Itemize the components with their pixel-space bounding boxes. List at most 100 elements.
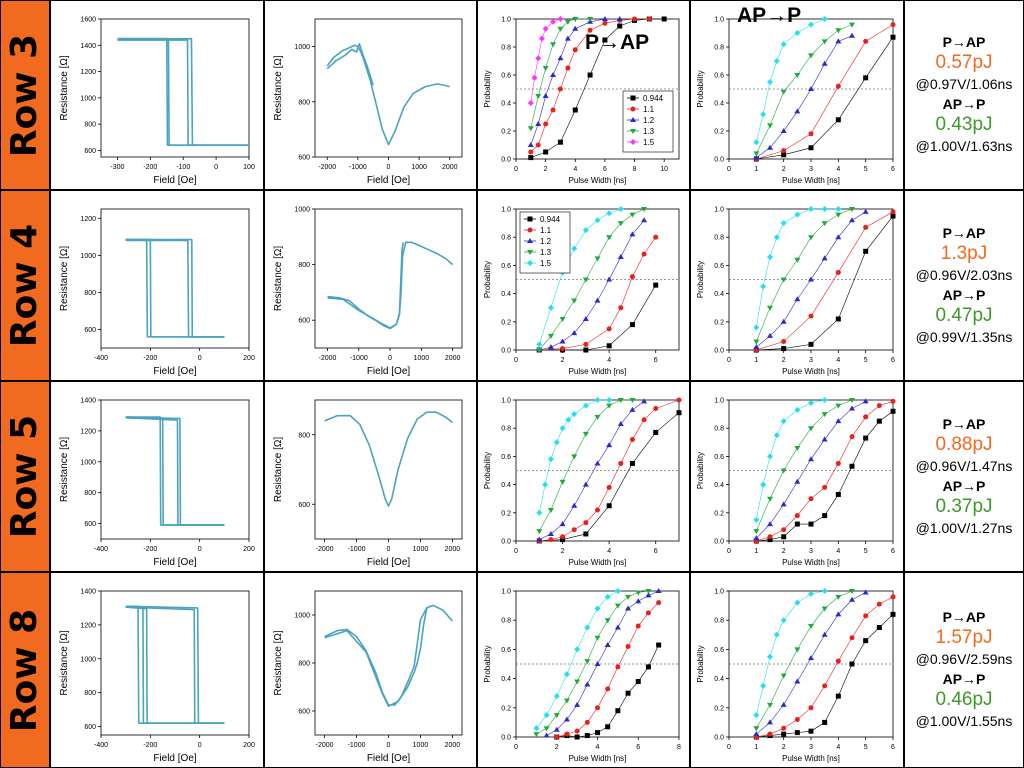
y-tick-label: 1400 [80,589,96,596]
x-tick-label: -1000 [348,546,366,553]
data-point [560,346,566,352]
data-point [835,83,841,89]
data-point [571,245,578,252]
data-point [582,315,589,321]
data-point [527,227,533,233]
series-1.2 [543,588,662,738]
x-tick-label: 1000 [413,546,429,553]
data-point [527,100,534,106]
data-point [808,728,814,734]
data-point [617,420,624,426]
data-point [617,253,624,259]
x-axis-label: Field [Oe] [153,753,197,764]
series-1.5 [753,16,828,146]
x-tick-label: 6 [891,357,895,364]
data-point [574,646,581,653]
y-tick-label: 0.4 [714,482,724,489]
data-point [794,678,801,684]
data-point [653,282,659,288]
series-0.944 [536,410,682,544]
data-point [849,405,855,411]
data-point [821,60,828,66]
y-tick-label: 1.0 [714,589,724,596]
minor-field-chart: -2000 -1000 0 1000 2000 600 800 1000 Field [Oe] R… [265,191,476,380]
x-tick-label: 2 [782,548,786,555]
data-point [606,442,613,448]
row-label: Row 3 [4,33,46,157]
y-tick-label: 0.6 [501,647,511,654]
chart-svg: 0 2 4 6 0.0 0.2 0.4 0.6 0.8 1.0 Pulse Width [ns] Pr… [483,206,680,376]
resistance-curve [324,607,428,707]
data-point [794,647,801,653]
resistance-curve [324,411,453,507]
data-point [780,617,787,624]
y-tick-label: 0.4 [714,291,724,298]
data-point [625,594,632,600]
data-point [547,304,554,311]
data-point [595,507,600,513]
data-point [547,530,554,536]
data-point [821,412,828,418]
data-point [584,681,591,687]
data-point [574,679,581,685]
data-point [821,436,828,442]
y-tick-label: 600 [298,318,310,325]
data-point [646,16,652,22]
p-to-ap-condition: @0.96V/2.59ns [915,651,1013,667]
data-point [557,26,564,32]
p-to-ap-energy: 1.57pJ [935,627,993,648]
x-tick-label: 0 [514,744,518,751]
ap-to-p-energy: 0.37pJ [935,495,993,517]
p-to-ap-probability-chart: 0 2 4 6 8 0.0 0.2 0.4 0.6 0.8 1.0 Pulse Width [ns] P… [478,573,689,767]
data-point [890,213,896,219]
chart-svg: 0 1 2 3 4 5 6 0.0 0.2 0.4 0.6 0.8 1.0 Pulse Width [ns… [696,206,896,376]
minor-field-chart: -2000 -1000 0 1000 2000 600 800 1000 Field [Oe] R… [265,1,476,189]
data-point [849,463,855,469]
y-axis-label: Probability [483,70,492,107]
data-point [808,655,814,661]
data-point [849,398,855,403]
series-line [756,208,853,342]
data-point [794,730,800,736]
data-point [553,713,560,719]
series-1.5 [527,16,564,106]
data-point [543,712,550,719]
data-point [595,705,600,711]
data-point [808,145,814,151]
data-point [641,251,647,257]
data-point [641,207,648,212]
data-point [542,25,549,32]
data-point [557,16,564,22]
data-point [543,149,549,155]
data-point [753,712,760,719]
y-tick-label: 0.0 [714,539,724,546]
y-tick-label: 1.0 [714,17,724,24]
data-point [606,326,612,332]
x-tick-label: -400 [94,742,108,749]
data-point [794,73,801,78]
data-point [767,332,773,338]
data-point [821,206,828,212]
data-point [653,429,659,435]
y-tick-label: 0.6 [501,263,511,270]
data-point [557,86,563,92]
x-tick-label: 6 [891,166,895,173]
x-tick-label: 1 [754,357,758,364]
resistance-curve [324,604,454,706]
data-point [760,481,767,488]
x-tick-label: -2000 [318,164,336,171]
x-tick-label: -2000 [316,546,334,553]
data-point [767,653,773,660]
chart-svg: 0 1 2 3 4 5 6 0.0 0.2 0.4 0.6 0.8 1.0 Pulse Width [ns… [696,588,896,763]
y-tick-label: 0.8 [714,426,724,433]
data-point [767,253,773,260]
y-tick-label: 0.4 [501,291,511,298]
row-label: Row 4 [4,223,46,348]
y-tick-label: 0.2 [501,510,511,517]
data-point [542,93,549,98]
data-point [543,732,550,738]
data-point [767,453,773,460]
data-point [767,534,773,540]
series-line [756,590,825,716]
x-axis-label: Pulse Width [ns] [782,176,840,185]
